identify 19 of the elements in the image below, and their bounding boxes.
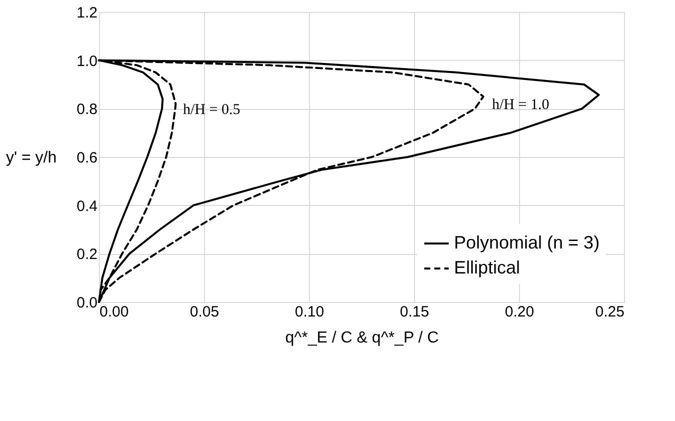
annotation: h/H = 1.0: [492, 97, 550, 113]
legend-label: Polynomial (n = 3): [454, 232, 600, 252]
legend-label: Elliptical: [454, 258, 520, 278]
x-tick-label: 0.10: [294, 304, 324, 320]
x-tick-label: 0.20: [504, 304, 534, 320]
y-axis-title: y' = y/h: [6, 150, 57, 166]
y-tick-label: 0.2: [76, 246, 98, 264]
y-tick-label: 1.2: [76, 4, 98, 22]
x-tick-label: 0.15: [400, 304, 430, 320]
x-tick-label: 0.25: [595, 304, 624, 320]
y-tick-label: 0.6: [76, 150, 98, 166]
y-tick-label: 1.0: [76, 52, 98, 70]
x-tick-label: 0.00: [100, 304, 129, 320]
annotation: h/H = 0.5: [183, 102, 240, 118]
y-tick-label: 0.4: [76, 198, 98, 215]
x-tick-label: 0.05: [190, 304, 220, 320]
y-tick-label: 0.0: [76, 294, 98, 312]
y-tick-label: 0.8: [76, 101, 98, 118]
x-axis-title: q^*_E / C & q^*_P / C: [285, 330, 439, 346]
